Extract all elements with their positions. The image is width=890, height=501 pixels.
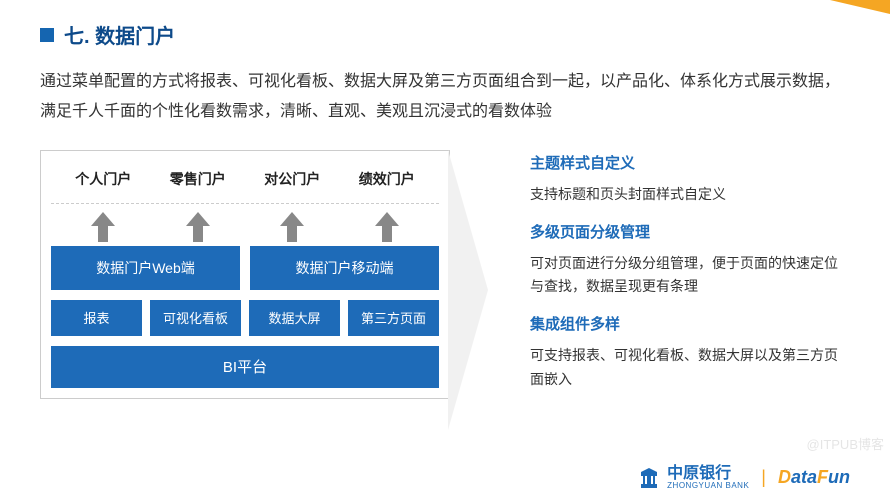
feature-title: 主题样式自定义 [530,152,850,173]
slide-title: 七. 数据门户 [64,20,175,49]
title-bullet [40,28,54,42]
architecture-diagram: 个人门户 零售门户 对公门户 绩效门户 数据门户Web端 数据门户移动端 报表 [40,150,450,399]
watermark: @ITPUB博客 [807,434,884,453]
sources-row: 报表 可视化看板 数据大屏 第三方页面 [51,300,439,336]
bank-text: 中原银行 ZHONGYUAN BANK [667,465,749,491]
features-list: 主题样式自定义 支持标题和页头封面样式自定义 多级页面分级管理 可对页面进行分级… [475,150,850,406]
feature-desc: 可支持报表、可视化看板、数据大屏以及第三方页面嵌入 [530,344,850,392]
feature-desc: 可对页面进行分级分组管理，便于页面的快速定位与查找，数据呈现更有条理 [530,252,850,300]
bi-platform-box: BI平台 [51,346,439,388]
diagram-container: 个人门户 零售门户 对公门户 绩效门户 数据门户Web端 数据门户移动端 报表 [40,150,450,406]
portal-row: 个人门户 零售门户 对公门户 绩效门户 [51,161,439,204]
portal-item: 绩效门户 [359,169,415,189]
footer: 中原银行 ZHONGYUAN BANK | DataFun [637,465,850,491]
portal-item: 零售门户 [170,169,226,189]
feature-desc: 支持标题和页头封面样式自定义 [530,183,850,207]
mobile-portal-box: 数据门户移动端 [250,246,439,290]
source-box: 第三方页面 [348,300,439,336]
feature-title: 多级页面分级管理 [530,221,850,242]
triangle-pointer-icon [448,150,488,430]
bank-icon [637,466,661,490]
title-row: 七. 数据门户 [40,20,850,49]
slide-description: 通过菜单配置的方式将报表、可视化看板、数据大屏及第三方页面组合到一起，以产品化、… [40,67,850,128]
web-mobile-row: 数据门户Web端 数据门户移动端 [51,246,439,290]
source-box: 数据大屏 [249,300,340,336]
feature-item: 多级页面分级管理 可对页面进行分级分组管理，便于页面的快速定位与查找，数据呈现更… [530,221,850,300]
feature-item: 集成组件多样 可支持报表、可视化看板、数据大屏以及第三方页面嵌入 [530,313,850,392]
content-row: 个人门户 零售门户 对公门户 绩效门户 数据门户Web端 数据门户移动端 报表 [40,150,850,406]
datafun-logo: DataFun [778,467,850,488]
feature-title: 集成组件多样 [530,313,850,334]
portal-item: 个人门户 [75,169,131,189]
footer-divider: | [761,467,766,488]
bank-sub: ZHONGYUAN BANK [667,482,749,491]
portal-item: 对公门户 [264,169,320,189]
feature-item: 主题样式自定义 支持标题和页头封面样式自定义 [530,152,850,207]
source-box: 可视化看板 [150,300,241,336]
web-portal-box: 数据门户Web端 [51,246,240,290]
bank-name: 中原银行 [667,465,749,483]
corner-accent [830,0,890,14]
source-box: 报表 [51,300,142,336]
bank-logo: 中原银行 ZHONGYUAN BANK [637,465,749,491]
